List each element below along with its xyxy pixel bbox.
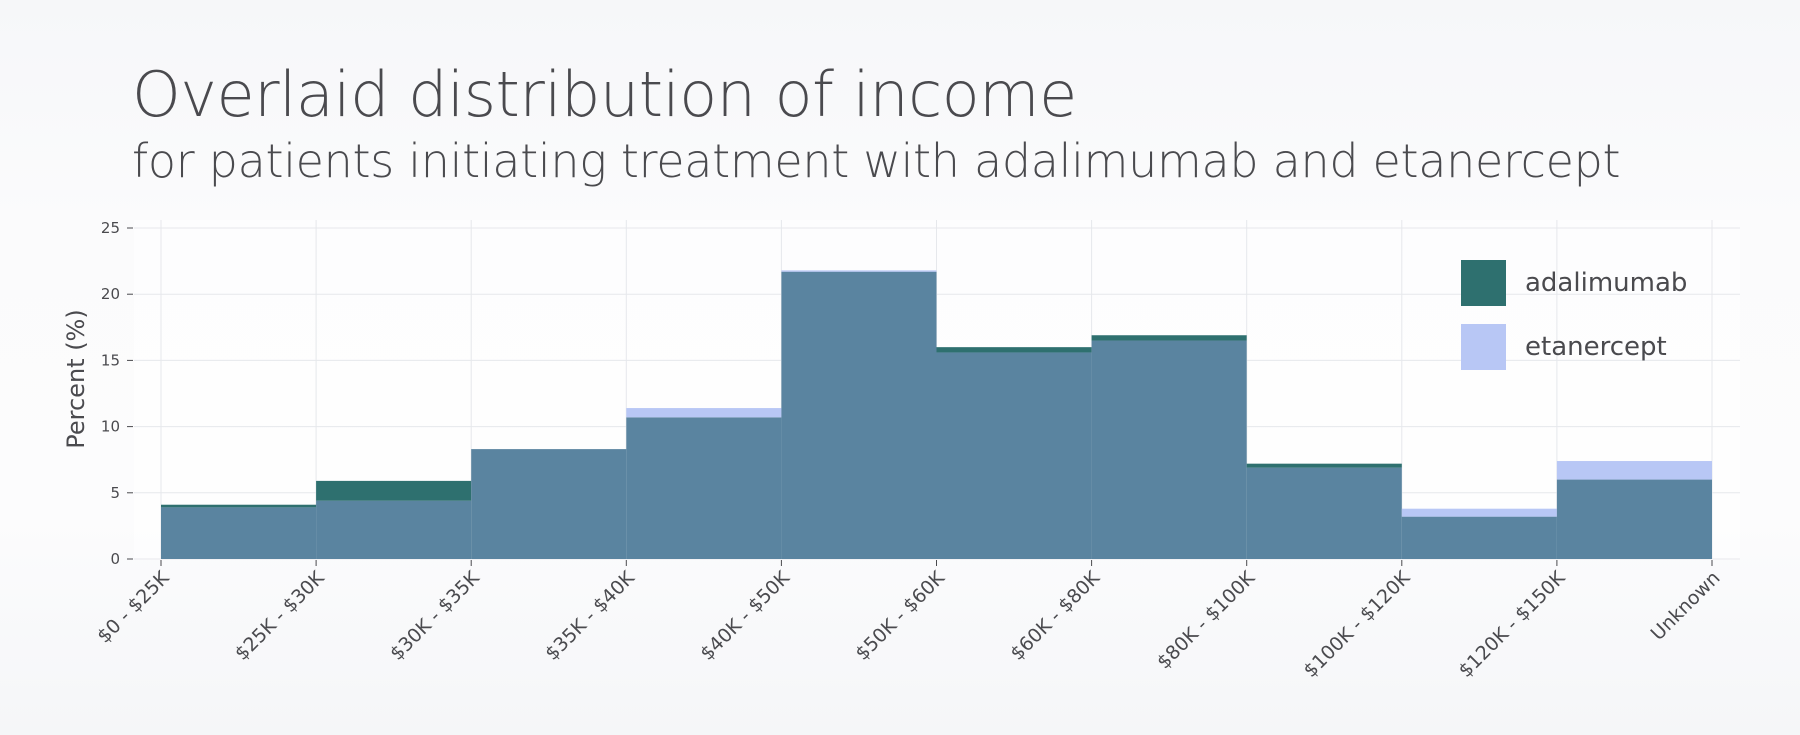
legend-swatch-adalimumab: [1461, 260, 1506, 306]
bar-etanercept: [1401, 508, 1557, 517]
x-tick-label: $0 - $25K: [93, 567, 174, 648]
bar-overlap: [1091, 340, 1247, 559]
x-tick-label: $35K - $40K: [541, 567, 639, 665]
bar-overlap: [1246, 467, 1402, 559]
legend-swatch-etanercept: [1461, 324, 1506, 370]
bar-overlap: [781, 271, 937, 559]
x-tick-label: $25K - $30K: [231, 567, 329, 665]
x-tick-label: $30K - $35K: [386, 567, 484, 665]
y-tick-label: 10: [101, 418, 120, 436]
bar-adalimumab: [1246, 463, 1402, 468]
x-tick-label: $120K - $150K: [1454, 567, 1569, 682]
legend-label-etanercept: etanercept: [1525, 332, 1667, 362]
x-tick-label: $100K - $120K: [1299, 567, 1414, 682]
x-tick-label: Unknown: [1647, 567, 1725, 645]
x-tick-label: $80K - $100K: [1153, 567, 1260, 674]
bar-etanercept: [626, 408, 782, 418]
y-tick-label: 15: [101, 351, 120, 369]
legend-label-adalimumab: adalimumab: [1525, 268, 1687, 298]
chart-subtitle: for patients initiating treatment with a…: [132, 134, 1621, 188]
bar-overlap: [316, 500, 472, 559]
bar-adalimumab: [161, 504, 317, 508]
y-axis: 0 5 10 15 20 25: [101, 219, 133, 568]
bar-overlap: [1556, 479, 1712, 559]
bar-adalimumab: [936, 347, 1092, 353]
bar-adalimumab: [316, 480, 472, 501]
bar-adalimumab: [1091, 335, 1247, 341]
x-tick-label: $50K - $60K: [851, 567, 949, 665]
bar-etanercept: [781, 270, 937, 272]
x-tick-label: $40K - $50K: [696, 567, 794, 665]
bars: [161, 270, 1712, 559]
bar-overlap: [471, 449, 627, 559]
bar-overlap: [936, 352, 1092, 559]
bar-overlap: [1401, 516, 1557, 559]
chart-title: Overlaid distribution of income: [132, 58, 1077, 131]
y-tick-label: 20: [101, 285, 120, 303]
y-tick-label: 0: [110, 550, 120, 568]
x-axis: $0 - $25K $25K - $30K $30K - $35K $35K - $4…: [93, 560, 1725, 682]
legend: adalimumab etanercept: [1461, 260, 1687, 370]
x-tick-label: $60K - $80K: [1006, 567, 1104, 665]
y-axis-label: Percent (%): [62, 309, 90, 448]
bar-overlap: [161, 507, 317, 559]
bar-overlap: [626, 417, 782, 559]
y-tick-label: 25: [101, 219, 120, 237]
bar-etanercept: [1556, 461, 1712, 480]
y-tick-label: 5: [110, 484, 120, 502]
